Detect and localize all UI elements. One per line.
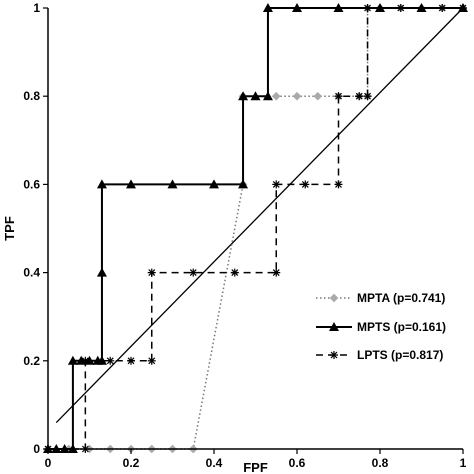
data-point [96, 267, 107, 277]
data-point [363, 4, 372, 12]
data-point [363, 92, 372, 101]
y-tick-label: 0 [33, 442, 40, 456]
data-point [209, 179, 219, 189]
data-point [67, 355, 78, 365]
data-point [262, 3, 273, 12]
legend-item: LPTS (p=0.817) [316, 348, 443, 362]
series-line [48, 7, 463, 450]
data-point [330, 351, 338, 359]
data-point [250, 91, 261, 101]
y-tick-label: 0.4 [23, 266, 40, 280]
series-0 [43, 3, 468, 454]
data-point [271, 91, 281, 101]
data-point [81, 356, 90, 365]
data-point [106, 356, 115, 365]
x-tick-label: 0.4 [206, 456, 223, 470]
legend-item: MPTS (p=0.161) [316, 320, 446, 334]
y-tick-label: 0.8 [23, 89, 40, 103]
data-point [313, 91, 323, 101]
x-tick-label: 0 [45, 456, 52, 470]
series-1 [43, 3, 468, 453]
data-point [230, 268, 239, 277]
data-point [272, 268, 281, 277]
y-tick-label: 1 [33, 1, 40, 15]
y-tick-label: 0.2 [23, 354, 40, 368]
data-point [301, 180, 310, 189]
legend-label: MPTA (p=0.741) [357, 291, 445, 305]
reference-line [55, 7, 464, 423]
data-point [292, 91, 302, 101]
series-2 [44, 4, 467, 453]
series-line [48, 7, 463, 450]
data-point [127, 356, 135, 365]
data-point [396, 4, 405, 12]
data-point [262, 91, 273, 101]
data-point [147, 268, 156, 277]
y-axis-title: TPF [2, 216, 17, 241]
x-tick-label: 1 [460, 456, 467, 470]
series-line [48, 7, 463, 450]
x-tick-label: 0.6 [289, 456, 306, 470]
data-point [96, 179, 107, 189]
x-tick-label: 0.8 [372, 456, 389, 470]
legend-label: LPTS (p=0.817) [357, 348, 443, 362]
data-point [238, 179, 249, 189]
data-point [189, 268, 198, 277]
x-tick-label: 0.2 [123, 456, 140, 470]
data-point [438, 4, 447, 12]
axes: 0 0.2 0.4 0.6 0.8 1 0 0.2 0.4 0.6 0.8 1 [23, 1, 466, 470]
data-point [355, 92, 364, 101]
data-point [292, 3, 302, 12]
plot-area [43, 3, 468, 454]
data-point [126, 179, 136, 189]
y-tick-label: 0.6 [23, 177, 40, 191]
data-point [329, 293, 339, 303]
data-point [147, 356, 156, 365]
data-point [334, 92, 343, 101]
data-point [334, 180, 343, 189]
data-point [329, 322, 339, 331]
data-point [416, 3, 427, 12]
data-point [96, 355, 107, 365]
legend-item: MPTA (p=0.741) [316, 291, 445, 305]
data-point [167, 179, 178, 189]
data-point [333, 3, 344, 12]
data-point [238, 91, 249, 101]
x-axis-title: FPF [243, 460, 268, 474]
legend: MPTA (p=0.741) MPTS (p=0.161) LPTS (p=0.81… [316, 291, 446, 362]
legend-label: MPTS (p=0.161) [357, 320, 446, 334]
data-point [459, 4, 467, 12]
data-point [272, 180, 281, 189]
